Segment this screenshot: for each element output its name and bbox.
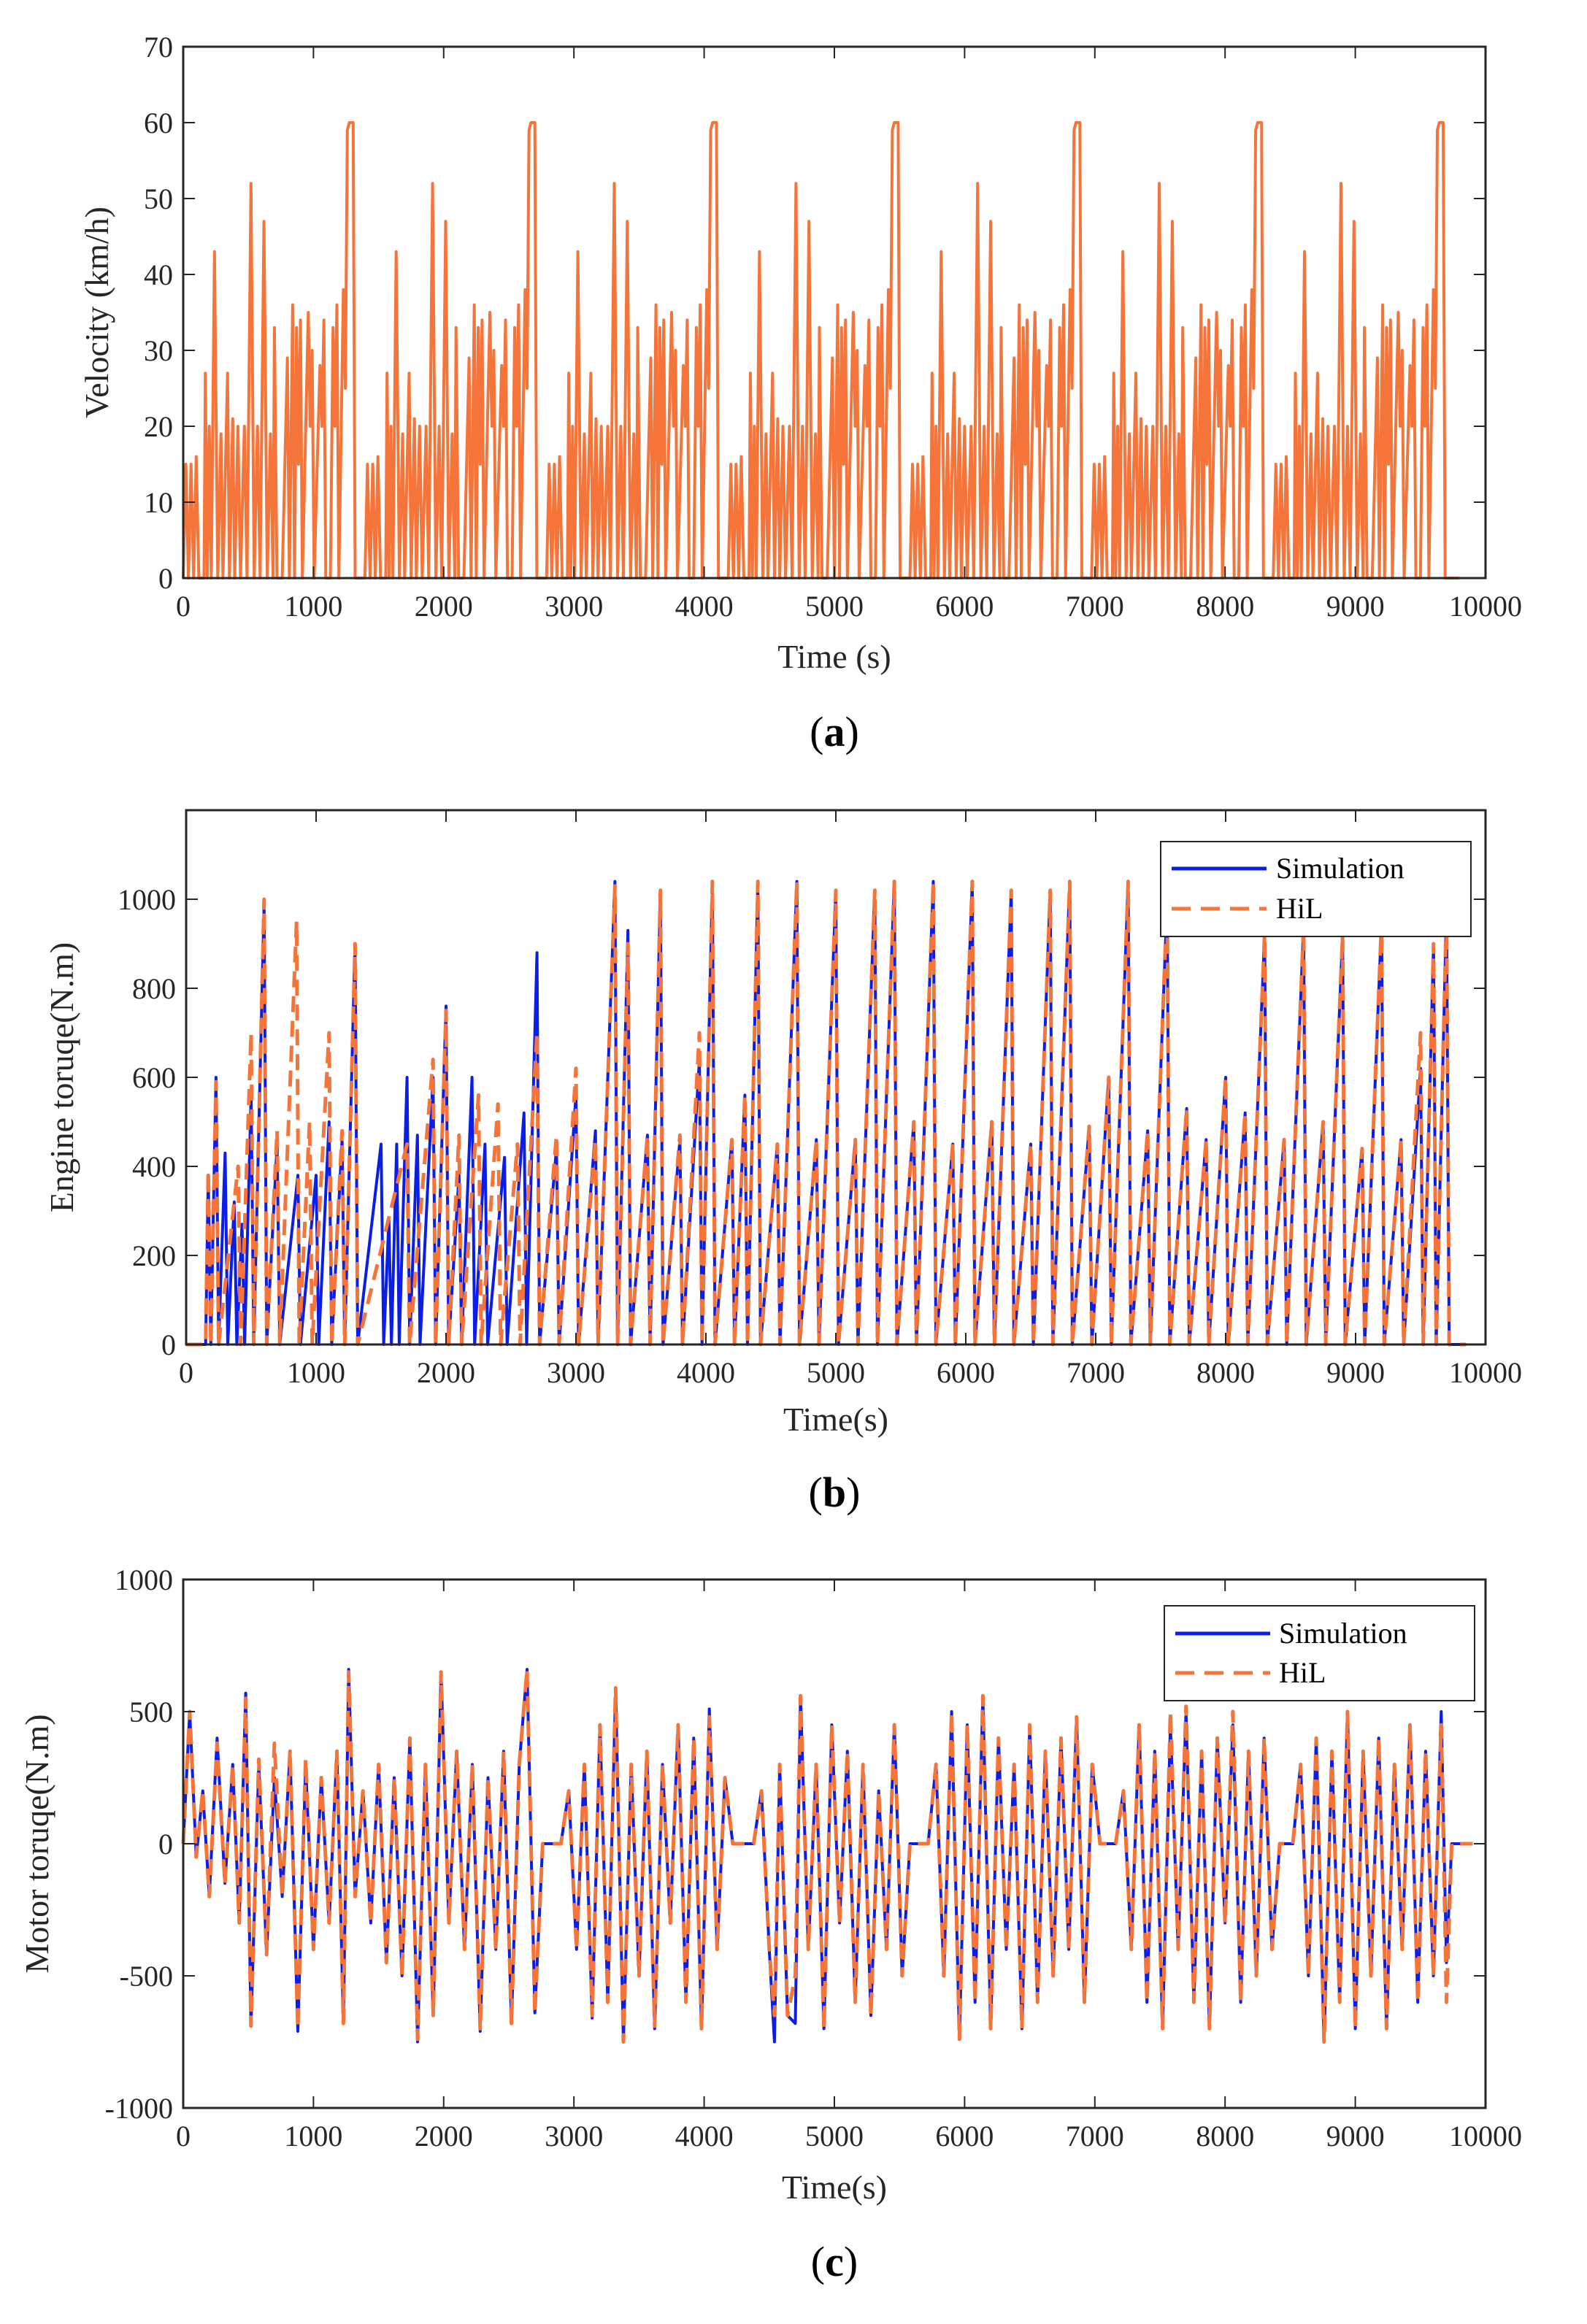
panel-b-x-tick-label: 7000 [1067, 1356, 1125, 1389]
panel-c-x-tick-label: 1000 [284, 2120, 342, 2152]
panel-a-x-tick-label: 7000 [1066, 590, 1124, 623]
panel-b-x-tick-label: 6000 [937, 1356, 995, 1389]
panel-c-x-axis-label: Time(s) [782, 2169, 887, 2206]
panel-a-x-tick-label: 6000 [935, 590, 994, 623]
panel-a-axes-box [182, 45, 1487, 580]
panel-b-legend: Simulation HiL [1160, 841, 1472, 937]
panel-a-x-tick-label: 3000 [545, 590, 603, 623]
panel-b-x-tick-label: 4000 [677, 1356, 735, 1389]
panel-c-x-tick-label: 7000 [1066, 2120, 1124, 2152]
panel-b: 0 1000 2000 3000 4000 5000 6000 7000 8000 9000 100… [43, 809, 1522, 1516]
panel-b-y-tick-label: 800 [132, 972, 176, 1005]
panel-a-y-tick-label: 50 [144, 182, 173, 215]
panel-c-series-hil [181, 1667, 1473, 2044]
panel-b-x-tick-label: 8000 [1196, 1356, 1255, 1389]
panel-c-x-tick-label: 4000 [675, 2120, 734, 2152]
panel-c-y-tick-label: 1000 [115, 1563, 173, 1596]
panel-b-legend-label-hil: HiL [1276, 892, 1323, 925]
panel-a-caption: (a) [810, 708, 859, 755]
panel-c: 0 1000 2000 3000 4000 5000 6000 7000 8000 9000 100… [18, 1563, 1522, 2285]
panel-a-y-tick-label: 70 [144, 31, 173, 64]
panel-a-x-axis-label: Time (s) [777, 638, 891, 675]
panel-a-x-tick-label: 0 [176, 590, 191, 623]
panel-b-x-tick-label: 1000 [287, 1356, 345, 1389]
panel-c-legend-box [1164, 1605, 1475, 1701]
panel-c-axes-box [182, 1578, 1487, 2109]
panel-b-y-axis-label: Engine toruqe(N.m) [43, 942, 80, 1212]
panel-c-x-tick-label: 2000 [415, 2120, 473, 2152]
panel-b-y-tick-label: 400 [132, 1150, 176, 1183]
panel-b-x-tick-label: 3000 [547, 1356, 605, 1389]
panel-b-x-tick-label: 2000 [417, 1356, 475, 1389]
panel-b-x-axis-label: Time(s) [783, 1401, 888, 1438]
panel-b-axes-box [185, 809, 1487, 1346]
panel-b-caption-letter: b [823, 1469, 846, 1516]
panel-a-y-tick-label: 60 [144, 107, 173, 139]
panel-a: 0 1000 2000 3000 4000 5000 6000 7000 8000 9000 100… [78, 31, 1522, 755]
panel-b-x-tick-label: 5000 [807, 1356, 865, 1389]
panel-c-x-tick-label: 8000 [1196, 2120, 1254, 2152]
panel-c-y-tick-label: 0 [158, 1828, 173, 1861]
panel-c-x-tick-label: 6000 [935, 2120, 994, 2152]
panel-b-legend-box [1160, 841, 1472, 937]
panel-b-x-tick-label: 9000 [1326, 1356, 1385, 1389]
panel-c-y-tick-label: -1000 [105, 2092, 173, 2125]
panel-c-caption-letter: c [825, 2238, 844, 2285]
panel-c-series [181, 1667, 1473, 2044]
panel-a-x-tick-label: 10000 [1449, 590, 1522, 623]
panel-c-x-tick-label: 3000 [545, 2120, 603, 2152]
panel-c-x-tick-label: 10000 [1449, 2120, 1522, 2152]
panel-c-caption: (c) [811, 2238, 858, 2285]
panel-a-series-velocity [182, 121, 1460, 580]
panel-c-y-axis-label: Motor toruqe(N.m) [18, 1714, 55, 1973]
panel-a-y-tick-label: 0 [158, 562, 173, 595]
panel-c-legend-label-hil: HiL [1279, 1656, 1326, 1689]
panel-a-y-tick-label: 10 [144, 486, 173, 519]
panel-c-legend-label-simulation: Simulation [1279, 1617, 1407, 1650]
panel-a-y-tick-label: 30 [144, 334, 173, 367]
panel-c-x-tick-label: 9000 [1326, 2120, 1385, 2152]
panel-b-x-tick-label: 0 [179, 1356, 193, 1389]
panel-c-ticks: 0 1000 2000 3000 4000 5000 6000 7000 8000 9000 100… [105, 1563, 1522, 2152]
panel-b-x-tick-label: 10000 [1449, 1356, 1522, 1389]
panel-b-y-tick-label: 200 [132, 1239, 176, 1272]
panel-a-caption-letter: a [824, 708, 845, 755]
panel-a-y-tick-label: 40 [144, 258, 173, 291]
panel-a-ticks: 0 1000 2000 3000 4000 5000 6000 7000 8000 9000 100… [144, 31, 1522, 623]
panel-c-x-tick-label: 0 [176, 2120, 191, 2152]
panel-a-x-tick-label: 5000 [805, 590, 864, 623]
panel-b-y-tick-label: 1000 [118, 883, 176, 916]
panel-a-x-tick-label: 9000 [1326, 590, 1385, 623]
panel-b-caption: (b) [809, 1469, 861, 1516]
panel-a-x-tick-label: 1000 [284, 590, 342, 623]
panel-a-x-tick-label: 2000 [415, 590, 473, 623]
panel-b-ticks: 0 1000 2000 3000 4000 5000 6000 7000 8000 9000 100… [118, 810, 1522, 1389]
panel-b-legend-label-simulation: Simulation [1276, 852, 1405, 885]
panel-a-y-tick-label: 20 [144, 410, 173, 443]
panel-c-y-tick-label: 500 [129, 1696, 173, 1728]
panel-c-legend: Simulation HiL [1164, 1605, 1475, 1701]
panel-a-x-tick-label: 4000 [675, 590, 734, 623]
panel-a-y-axis-label: Velocity (km/h) [78, 207, 115, 418]
panel-b-y-tick-label: 600 [132, 1061, 176, 1094]
panel-c-y-tick-label: -500 [120, 1960, 173, 1993]
panel-a-x-tick-label: 8000 [1196, 590, 1254, 623]
panel-c-x-tick-label: 5000 [805, 2120, 864, 2152]
panel-b-y-tick-label: 0 [161, 1328, 176, 1361]
